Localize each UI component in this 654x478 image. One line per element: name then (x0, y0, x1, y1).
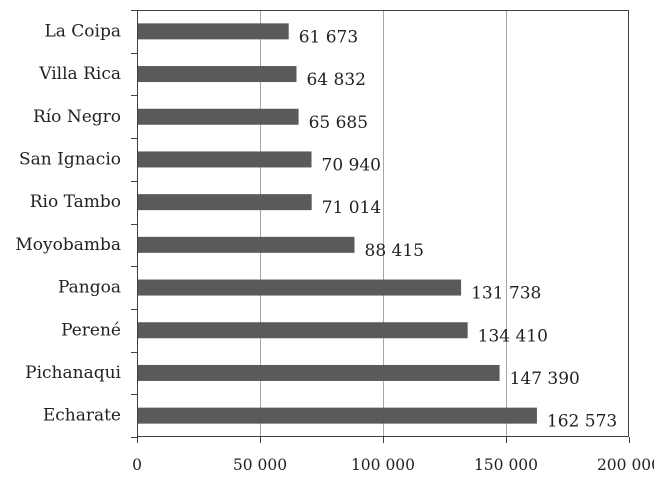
data-labels: 61 673 64 832 65 685 70 940 71 014 88 415 131 … (299, 27, 618, 431)
category-label: Río Negro (33, 107, 121, 127)
x-tick-label: 50 000 (233, 456, 287, 474)
data-label: 70 940 (322, 155, 381, 175)
category-labels: La Coipa Villa Rica Río Negro San Ignacio Ri… (15, 21, 121, 425)
category-label: Moyobamba (15, 235, 121, 255)
category-label: Pangoa (58, 278, 121, 298)
bar (137, 151, 312, 168)
data-label: 64 832 (306, 70, 365, 90)
bar (137, 66, 297, 83)
category-label: Rio Tambo (30, 192, 121, 212)
data-label: 162 573 (547, 412, 617, 432)
x-tick-label: 0 (132, 456, 142, 474)
bar (137, 364, 500, 381)
x-tick-labels: 0 50 000 100 000 150 000 200 000 (132, 456, 654, 474)
data-label: 71 014 (322, 198, 381, 218)
plot-frame (131, 10, 630, 443)
data-label: 134 410 (478, 326, 548, 346)
category-label: Perené (61, 320, 121, 340)
x-tick-label: 150 000 (474, 456, 538, 474)
category-label: Pichanaqui (25, 363, 121, 383)
bar (137, 407, 537, 424)
data-label: 147 390 (510, 369, 580, 389)
bar (137, 236, 355, 253)
category-label: Echarate (43, 406, 121, 426)
category-label: La Coipa (44, 21, 121, 41)
data-label: 61 673 (299, 27, 358, 47)
x-tick-label: 100 000 (351, 456, 415, 474)
bar (137, 322, 468, 339)
data-label: 131 738 (471, 284, 541, 304)
plot-border (137, 10, 629, 437)
data-label: 88 415 (365, 241, 424, 261)
bar (137, 108, 299, 125)
bar (137, 194, 312, 211)
data-label: 65 685 (309, 113, 368, 133)
bar (137, 279, 462, 296)
bars (137, 23, 537, 424)
category-label: Villa Rica (38, 64, 121, 84)
category-label: San Ignacio (19, 149, 121, 169)
bar (137, 23, 289, 40)
x-tick-label: 200 000 (597, 456, 654, 474)
